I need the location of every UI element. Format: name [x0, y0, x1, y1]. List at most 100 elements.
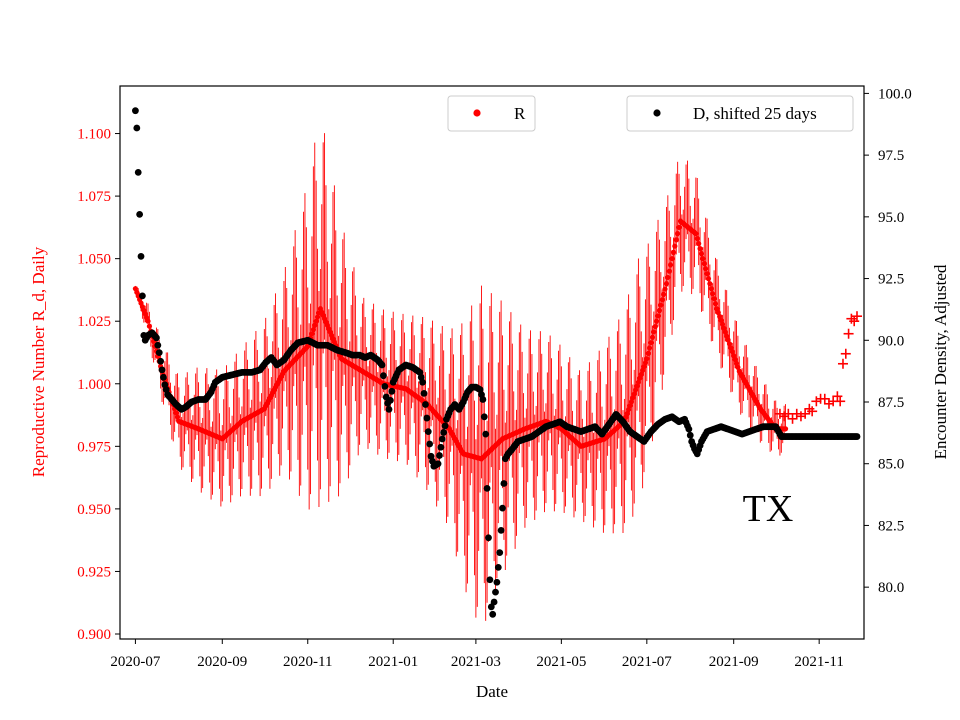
d-point [132, 107, 139, 115]
r-point [694, 236, 700, 242]
r-point [668, 262, 674, 268]
y-axis-right-label: Encounter Density, Adjusted [931, 264, 950, 459]
r-point [697, 246, 703, 252]
d-point [155, 349, 163, 357]
r-point [627, 403, 633, 409]
y-right-tick-label: 82.5 [878, 518, 904, 534]
r-point [719, 321, 726, 327]
legend-r-box [447, 95, 536, 132]
legend-d: D, shifted 25 days [626, 95, 854, 132]
d-point [133, 124, 141, 132]
x-tick-label: 2021-09 [709, 654, 759, 670]
r-point [669, 256, 675, 262]
r-point [626, 406, 632, 413]
r-point [173, 410, 179, 416]
r-point [310, 326, 316, 333]
y-right-tick-label: 85.0 [878, 457, 904, 473]
y-left-tick-label: 0.925 [77, 564, 111, 580]
r-point [663, 281, 670, 287]
legend-r-marker [473, 109, 481, 117]
d-series [132, 107, 861, 618]
d-point [436, 452, 443, 459]
legend-d-marker [653, 109, 661, 117]
r-point [661, 291, 667, 298]
r-point [714, 306, 720, 312]
r-point [717, 313, 723, 320]
r-point [670, 249, 677, 256]
d-point [426, 440, 434, 448]
r-point [146, 323, 153, 329]
legend-d-label: D, shifted 25 days [693, 104, 817, 123]
d-point [487, 603, 495, 611]
r-point [665, 274, 671, 281]
legend-r-label: R [514, 104, 526, 123]
r-point [647, 345, 653, 351]
d-point [499, 504, 506, 512]
r-projected-point [837, 358, 848, 369]
d-point [685, 425, 693, 433]
r-point [704, 271, 710, 277]
d-point [480, 413, 488, 421]
d-point [500, 480, 508, 487]
r-point [634, 383, 640, 389]
r-point [644, 356, 650, 362]
r-point [696, 241, 702, 247]
r-point [655, 313, 661, 319]
y-left-tick-label: 0.975 [77, 439, 111, 455]
r-point [732, 356, 738, 363]
y-left-tick-label: 1.025 [77, 314, 111, 330]
r-projected-point [851, 311, 862, 322]
d-point [420, 389, 428, 397]
r-point [314, 314, 321, 320]
r-projected-point [795, 411, 806, 422]
r-projected-point [823, 398, 834, 409]
r-point [642, 360, 649, 366]
r-point [637, 375, 643, 381]
d-point [137, 252, 145, 260]
d-point [158, 366, 166, 374]
d-point [422, 401, 429, 408]
r-projected-point [774, 408, 785, 419]
r-point [707, 281, 713, 287]
x-tick-label: 2021-03 [451, 654, 501, 670]
x-tick-label: 2020-07 [110, 654, 160, 670]
r-point [672, 243, 678, 249]
d-point [441, 422, 449, 430]
d-point [154, 341, 162, 349]
d-point [387, 396, 394, 404]
r-point [728, 345, 734, 351]
x-tick-label: 2021-07 [622, 654, 672, 670]
r-projected-point [783, 408, 794, 419]
r-projected-series [774, 311, 862, 424]
y-axis-right: 80.0 82.5 85.0 87.5 90.0 92.5 95.0 97.5 100.0 [864, 86, 912, 596]
r-point [698, 251, 705, 257]
r-point [726, 341, 733, 347]
r-point [782, 426, 789, 432]
y-left-tick-label: 0.950 [77, 502, 111, 518]
legend-d-box [626, 95, 854, 132]
r-projected-point [843, 328, 854, 339]
r-point [658, 302, 664, 308]
d-point [686, 431, 694, 439]
r-point [721, 325, 727, 331]
r-point [715, 310, 721, 316]
r-point [145, 318, 151, 324]
r-projected-point [779, 411, 790, 422]
r-projected-point [832, 391, 843, 402]
legend-r: R [447, 95, 536, 132]
r-point [309, 331, 315, 337]
d-point [486, 576, 494, 584]
r-point [718, 317, 724, 324]
r-point [722, 329, 728, 335]
d-point [136, 210, 144, 218]
r-point [654, 318, 660, 324]
d-point [385, 406, 393, 413]
d-point [494, 564, 502, 571]
x-tick-label: 2020-09 [197, 654, 247, 670]
r-projected-point [835, 396, 846, 407]
d-point [483, 485, 491, 492]
y-right-tick-label: 80.0 [878, 580, 904, 596]
x-tick-label: 2021-01 [368, 654, 418, 670]
r-point [630, 395, 636, 401]
r-point [733, 360, 740, 367]
